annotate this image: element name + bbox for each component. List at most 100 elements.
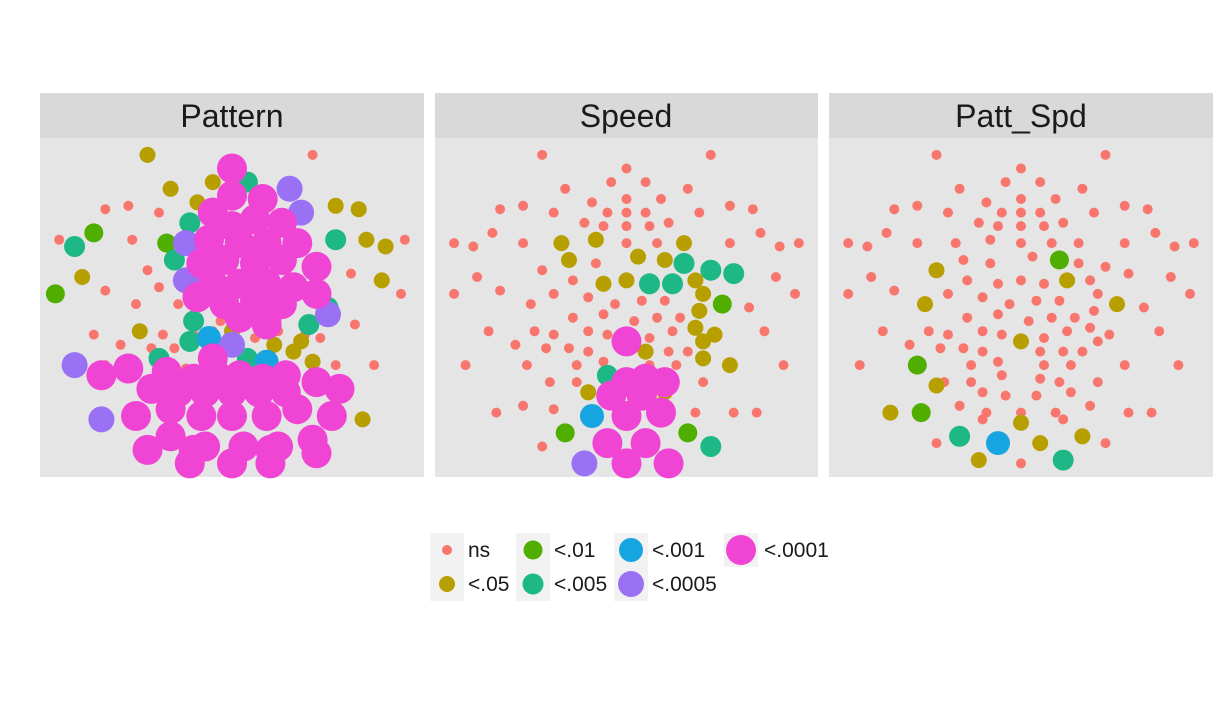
electrode-point-ns bbox=[1031, 295, 1042, 306]
electrode-point-p01 bbox=[555, 423, 575, 443]
electrode-point-ns bbox=[518, 200, 529, 211]
electrode-point-ns bbox=[1100, 438, 1111, 449]
legend-dot-ns bbox=[442, 545, 452, 555]
electrode-point-ns bbox=[1169, 241, 1180, 252]
electrode-point-ns bbox=[1050, 407, 1061, 418]
legend-label-p01: <.01 bbox=[554, 539, 595, 562]
electrode-point-ns bbox=[621, 163, 632, 174]
electrode-point-ns bbox=[1069, 312, 1080, 323]
electrode-point-ns bbox=[751, 407, 762, 418]
electrode-point-ns bbox=[682, 183, 693, 194]
electrode-point-ns bbox=[656, 194, 666, 204]
electrode-point-ns bbox=[644, 221, 655, 232]
strip-speed bbox=[435, 93, 818, 138]
electrode-point-p01 bbox=[678, 423, 698, 443]
electrode-point-ns bbox=[912, 200, 923, 211]
electrode-point-ns bbox=[652, 238, 663, 249]
electrode-point-ns bbox=[966, 377, 977, 388]
electrode-point-p0001 bbox=[282, 394, 313, 425]
electrode-point-p0001 bbox=[592, 428, 623, 459]
electrode-point-p0001 bbox=[653, 448, 684, 479]
electrode-point-ns bbox=[943, 288, 953, 299]
electrode-point-ns bbox=[621, 238, 632, 249]
electrode-point-p0001 bbox=[209, 245, 240, 275]
electrode-point-ns bbox=[977, 387, 988, 398]
electrode-point-p0001 bbox=[301, 367, 332, 398]
electrode-point-p05 bbox=[373, 272, 390, 289]
electrode-point-ns bbox=[1142, 204, 1153, 215]
electrode-point-ns bbox=[571, 377, 582, 388]
electrode-point-p01 bbox=[84, 223, 104, 243]
electrode-point-ns bbox=[537, 265, 548, 276]
electrode-point-ns bbox=[1027, 251, 1038, 262]
electrode-point-ns bbox=[1039, 221, 1049, 232]
panel-pattern: Pattern bbox=[40, 93, 424, 479]
electrode-point-ns bbox=[579, 217, 590, 228]
electrode-point-ns bbox=[472, 272, 483, 282]
electrode-point-ns bbox=[369, 360, 380, 371]
electrode-point-ns bbox=[759, 326, 770, 337]
electrode-point-p0001 bbox=[324, 373, 355, 404]
electrode-point-p0001 bbox=[301, 278, 332, 309]
electrode-point-ns bbox=[1089, 207, 1099, 218]
electrode-point-p05 bbox=[139, 146, 156, 163]
electrode-point-p0001 bbox=[611, 448, 642, 479]
electrode-point-ns bbox=[675, 312, 686, 323]
electrode-point-ns bbox=[698, 377, 709, 388]
electrode-point-ns bbox=[602, 207, 613, 218]
electrode-point-ns bbox=[1150, 227, 1161, 238]
electrode-point-ns bbox=[1077, 346, 1088, 357]
electrode-point-ns bbox=[54, 234, 65, 245]
electrode-point-ns bbox=[977, 292, 988, 303]
electrode-point-ns bbox=[1016, 458, 1026, 469]
electrode-point-p0001 bbox=[224, 302, 255, 333]
electrode-point-ns bbox=[349, 319, 360, 330]
electrode-point-ns bbox=[1089, 305, 1099, 316]
electrode-point-p05 bbox=[1109, 296, 1125, 313]
electrode-point-ns bbox=[598, 309, 609, 320]
electrode-point-ns bbox=[315, 333, 326, 343]
electrode-point-ns bbox=[495, 204, 506, 215]
electrode-point-p0001 bbox=[86, 360, 117, 391]
electrode-point-ns bbox=[1035, 207, 1046, 218]
strip-label-speed: Speed bbox=[580, 98, 673, 134]
electrode-point-p01 bbox=[907, 355, 927, 375]
electrode-point-p05 bbox=[928, 377, 945, 394]
legend-dot-p005 bbox=[522, 573, 544, 595]
legend-dot-p001 bbox=[619, 538, 643, 562]
electrode-point-ns bbox=[1119, 200, 1130, 211]
electrode-point-ns bbox=[935, 343, 946, 354]
electrode-point-p05 bbox=[691, 302, 708, 319]
electrode-point-p005 bbox=[163, 249, 185, 271]
electrode-point-ns bbox=[636, 295, 647, 306]
electrode-point-ns bbox=[977, 346, 988, 357]
electrode-point-ns bbox=[541, 343, 552, 354]
electrode-point-ns bbox=[889, 204, 900, 215]
electrode-point-ns bbox=[460, 360, 471, 371]
electrode-point-ns bbox=[973, 217, 984, 228]
electrode-point-ns bbox=[1016, 275, 1026, 286]
electrode-point-ns bbox=[1092, 336, 1103, 347]
electrode-point-p05 bbox=[882, 404, 899, 421]
electrode-point-ns bbox=[1058, 346, 1069, 357]
electrode-point-p05 bbox=[695, 285, 712, 302]
electrode-point-ns bbox=[724, 238, 735, 249]
electrode-point-p0005 bbox=[61, 352, 88, 379]
electrode-point-p05 bbox=[695, 333, 712, 350]
electrode-point-p0001 bbox=[649, 367, 680, 398]
electrode-point-p0001 bbox=[217, 153, 247, 184]
electrode-point-ns bbox=[996, 329, 1007, 340]
electrode-point-ns bbox=[977, 326, 988, 337]
electrode-point-ns bbox=[548, 288, 559, 299]
electrode-point-p0001 bbox=[255, 434, 286, 465]
electrode-point-p0001 bbox=[301, 438, 332, 469]
electrode-point-ns bbox=[564, 343, 574, 354]
electrode-point-ns bbox=[1085, 400, 1096, 411]
legend-dot-p0001 bbox=[726, 535, 756, 565]
electrode-point-p05 bbox=[970, 452, 987, 469]
electrode-point-ns bbox=[778, 360, 789, 371]
electrode-point-ns bbox=[1073, 238, 1084, 249]
electrode-point-ns bbox=[587, 197, 597, 208]
electrode-point-ns bbox=[173, 299, 184, 310]
electrode-point-p0001 bbox=[301, 251, 332, 282]
